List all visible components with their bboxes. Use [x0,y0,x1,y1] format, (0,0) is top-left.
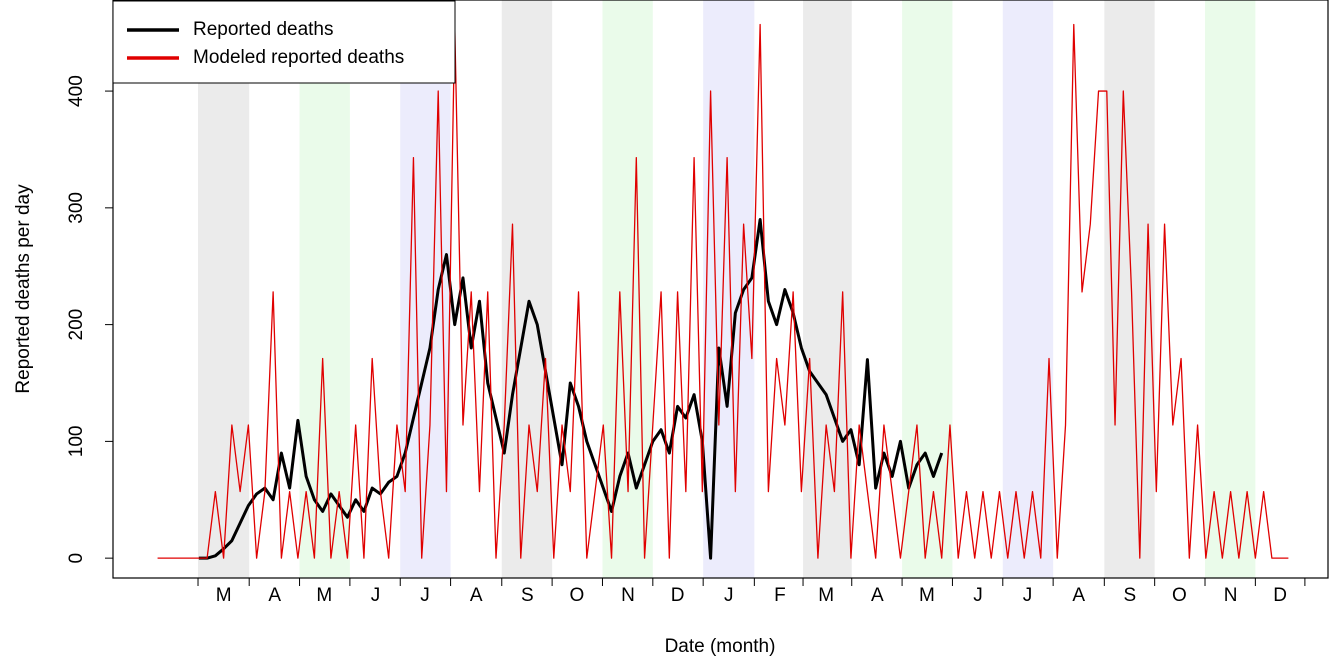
x-tick-label: A [1072,585,1085,606]
y-tick-label: 300 [66,192,87,224]
x-tick-label: O [1172,585,1187,606]
y-axis-label: Reported deaths per day [13,184,34,394]
x-axis-label: Date (month) [665,636,776,657]
y-tick-label: 0 [66,553,87,564]
month-band [198,0,250,578]
x-tick-label: J [420,585,430,606]
x-tick-label: J [973,585,983,606]
y-tick-label: 200 [66,309,87,341]
x-tick-label: M [316,585,332,606]
month-band [299,0,350,578]
x-tick-label: N [1224,585,1238,606]
legend-box [112,0,456,84]
x-tick-label: A [871,585,884,606]
x-tick-label: S [1124,585,1137,606]
x-tick-label: M [919,585,935,606]
x-tick-label: A [470,585,483,606]
x-tick-label: F [774,585,786,606]
x-tick-label: D [1273,585,1287,606]
x-tick-label: J [1023,585,1033,606]
month-band [902,0,953,578]
legend-label: Modeled reported deaths [193,47,404,68]
x-tick-label: A [268,585,281,606]
x-tick-label: O [569,585,584,606]
legend-label: Reported deaths [193,19,334,40]
month-band [1205,0,1256,578]
y-tick-label: 100 [66,426,87,458]
series-line [198,218,944,560]
x-tick-label: J [724,585,734,606]
x-tick-label: S [521,585,534,606]
series-line [157,23,1289,559]
x-tick-label: M [216,585,232,606]
month-band [1002,0,1054,578]
month-band [703,0,755,578]
month-band [803,0,852,578]
plot-frame [112,0,1329,579]
x-tick-label: N [621,585,635,606]
x-tick-label: J [371,585,381,606]
y-tick-label: 400 [66,75,87,107]
x-tick-label: D [671,585,685,606]
x-tick-label: M [818,585,834,606]
